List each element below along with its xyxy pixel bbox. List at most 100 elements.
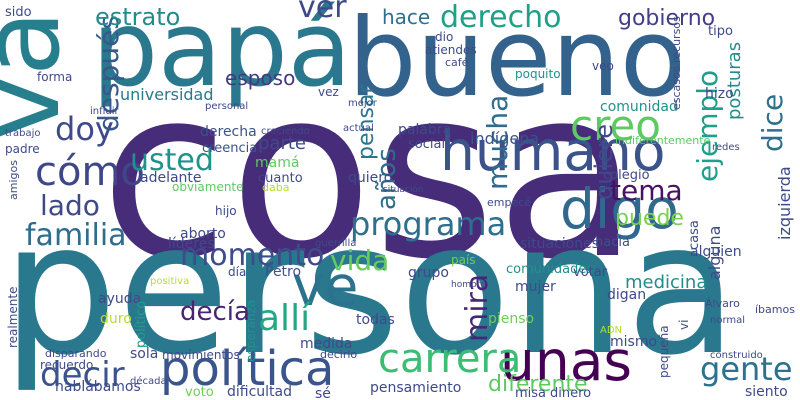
word: pequeña	[657, 325, 671, 378]
word: hombre	[451, 280, 486, 290]
word: dio	[435, 30, 453, 44]
word: siento	[745, 384, 788, 400]
word: creciendo	[261, 126, 310, 137]
word: guerrilla	[315, 238, 356, 249]
word: política	[160, 341, 334, 397]
word: quiere	[590, 124, 618, 200]
word: cuanto	[258, 171, 303, 186]
word: casa	[687, 220, 702, 250]
word: adelante	[140, 170, 202, 186]
word: momento	[180, 238, 324, 273]
word: día	[228, 265, 246, 279]
word: doy	[55, 110, 114, 148]
word: país	[451, 253, 476, 267]
word: bueno	[348, 0, 686, 121]
word: obviamente	[172, 180, 244, 194]
word: positiva	[150, 276, 189, 287]
word: programa	[350, 205, 506, 243]
word: realmente	[6, 286, 20, 348]
word: trabajo	[5, 128, 41, 139]
word: va	[0, 10, 84, 140]
word: cosa	[100, 38, 639, 311]
word: social	[408, 137, 445, 152]
word: esperanza	[244, 300, 258, 362]
word: esposo	[225, 66, 295, 90]
word: posturas	[724, 42, 745, 120]
word: mamá	[255, 155, 299, 171]
word: persona	[2, 183, 737, 395]
word: vida	[330, 244, 389, 277]
word: creo	[570, 101, 661, 150]
word: años	[372, 148, 402, 210]
word: mismo	[610, 334, 657, 350]
word: indiferentemente	[615, 134, 711, 147]
word: alguien	[690, 244, 742, 260]
word: ayuda	[98, 291, 141, 307]
word: izquierda	[775, 166, 794, 240]
word: recuerdo	[40, 358, 93, 372]
word: gente	[700, 350, 793, 388]
word: votar	[573, 265, 608, 280]
word: vi	[677, 320, 691, 330]
word: pensamiento	[370, 380, 461, 396]
word: tema	[610, 174, 683, 207]
word: derecha	[200, 124, 257, 140]
word: ejemplo	[691, 70, 724, 182]
word: palabra	[398, 122, 451, 138]
word: sola	[130, 346, 158, 362]
word: comunidades	[506, 262, 593, 277]
word: medida	[300, 336, 353, 352]
word: movimientos	[162, 348, 240, 362]
word: político	[134, 301, 149, 348]
word: atiendes	[425, 43, 477, 57]
word: forma	[37, 70, 72, 84]
word: tipo	[708, 24, 733, 39]
word: decir	[40, 355, 125, 395]
word: daba	[262, 181, 289, 194]
word: medicina	[625, 272, 707, 293]
word: parte	[258, 133, 306, 154]
word: decirlo	[320, 348, 357, 361]
word: creencia	[202, 141, 257, 156]
word: dice	[756, 94, 789, 152]
word: después	[92, 15, 125, 132]
word: poquito	[515, 67, 561, 81]
word: allí	[258, 298, 311, 339]
word: alguna	[705, 226, 724, 281]
word: vez	[318, 85, 339, 99]
word: derecho	[440, 0, 562, 35]
word: sé	[315, 386, 331, 400]
word: colegio	[603, 168, 650, 183]
word: universidad	[120, 85, 214, 104]
word: hace	[382, 5, 430, 29]
word: lado	[40, 189, 100, 222]
word: papá	[92, 0, 352, 110]
word: pensar	[354, 84, 379, 160]
word: mejor	[348, 98, 378, 109]
word: todas	[356, 312, 395, 328]
word: dificultad	[227, 384, 292, 400]
word: actual	[343, 123, 374, 134]
word: familia	[25, 218, 127, 253]
word: digan	[607, 287, 646, 303]
word: construido	[710, 350, 763, 361]
word: voto	[185, 385, 214, 400]
word: humano	[440, 119, 666, 183]
word: disparando	[45, 347, 107, 360]
word: puede	[615, 206, 684, 231]
word: líderes	[168, 236, 215, 252]
word: hacia	[595, 235, 630, 250]
word: dinero	[550, 386, 591, 400]
word: unas	[500, 329, 632, 393]
word: diferente	[488, 372, 588, 397]
word: ADN	[600, 325, 622, 336]
word: usted	[130, 143, 214, 178]
word: redes	[712, 142, 740, 153]
word: veo	[592, 59, 614, 73]
word: década	[130, 375, 167, 387]
word: hablábamos	[55, 379, 141, 395]
word: digo	[560, 177, 679, 241]
word: amigos	[7, 160, 20, 200]
word: café	[445, 56, 469, 69]
